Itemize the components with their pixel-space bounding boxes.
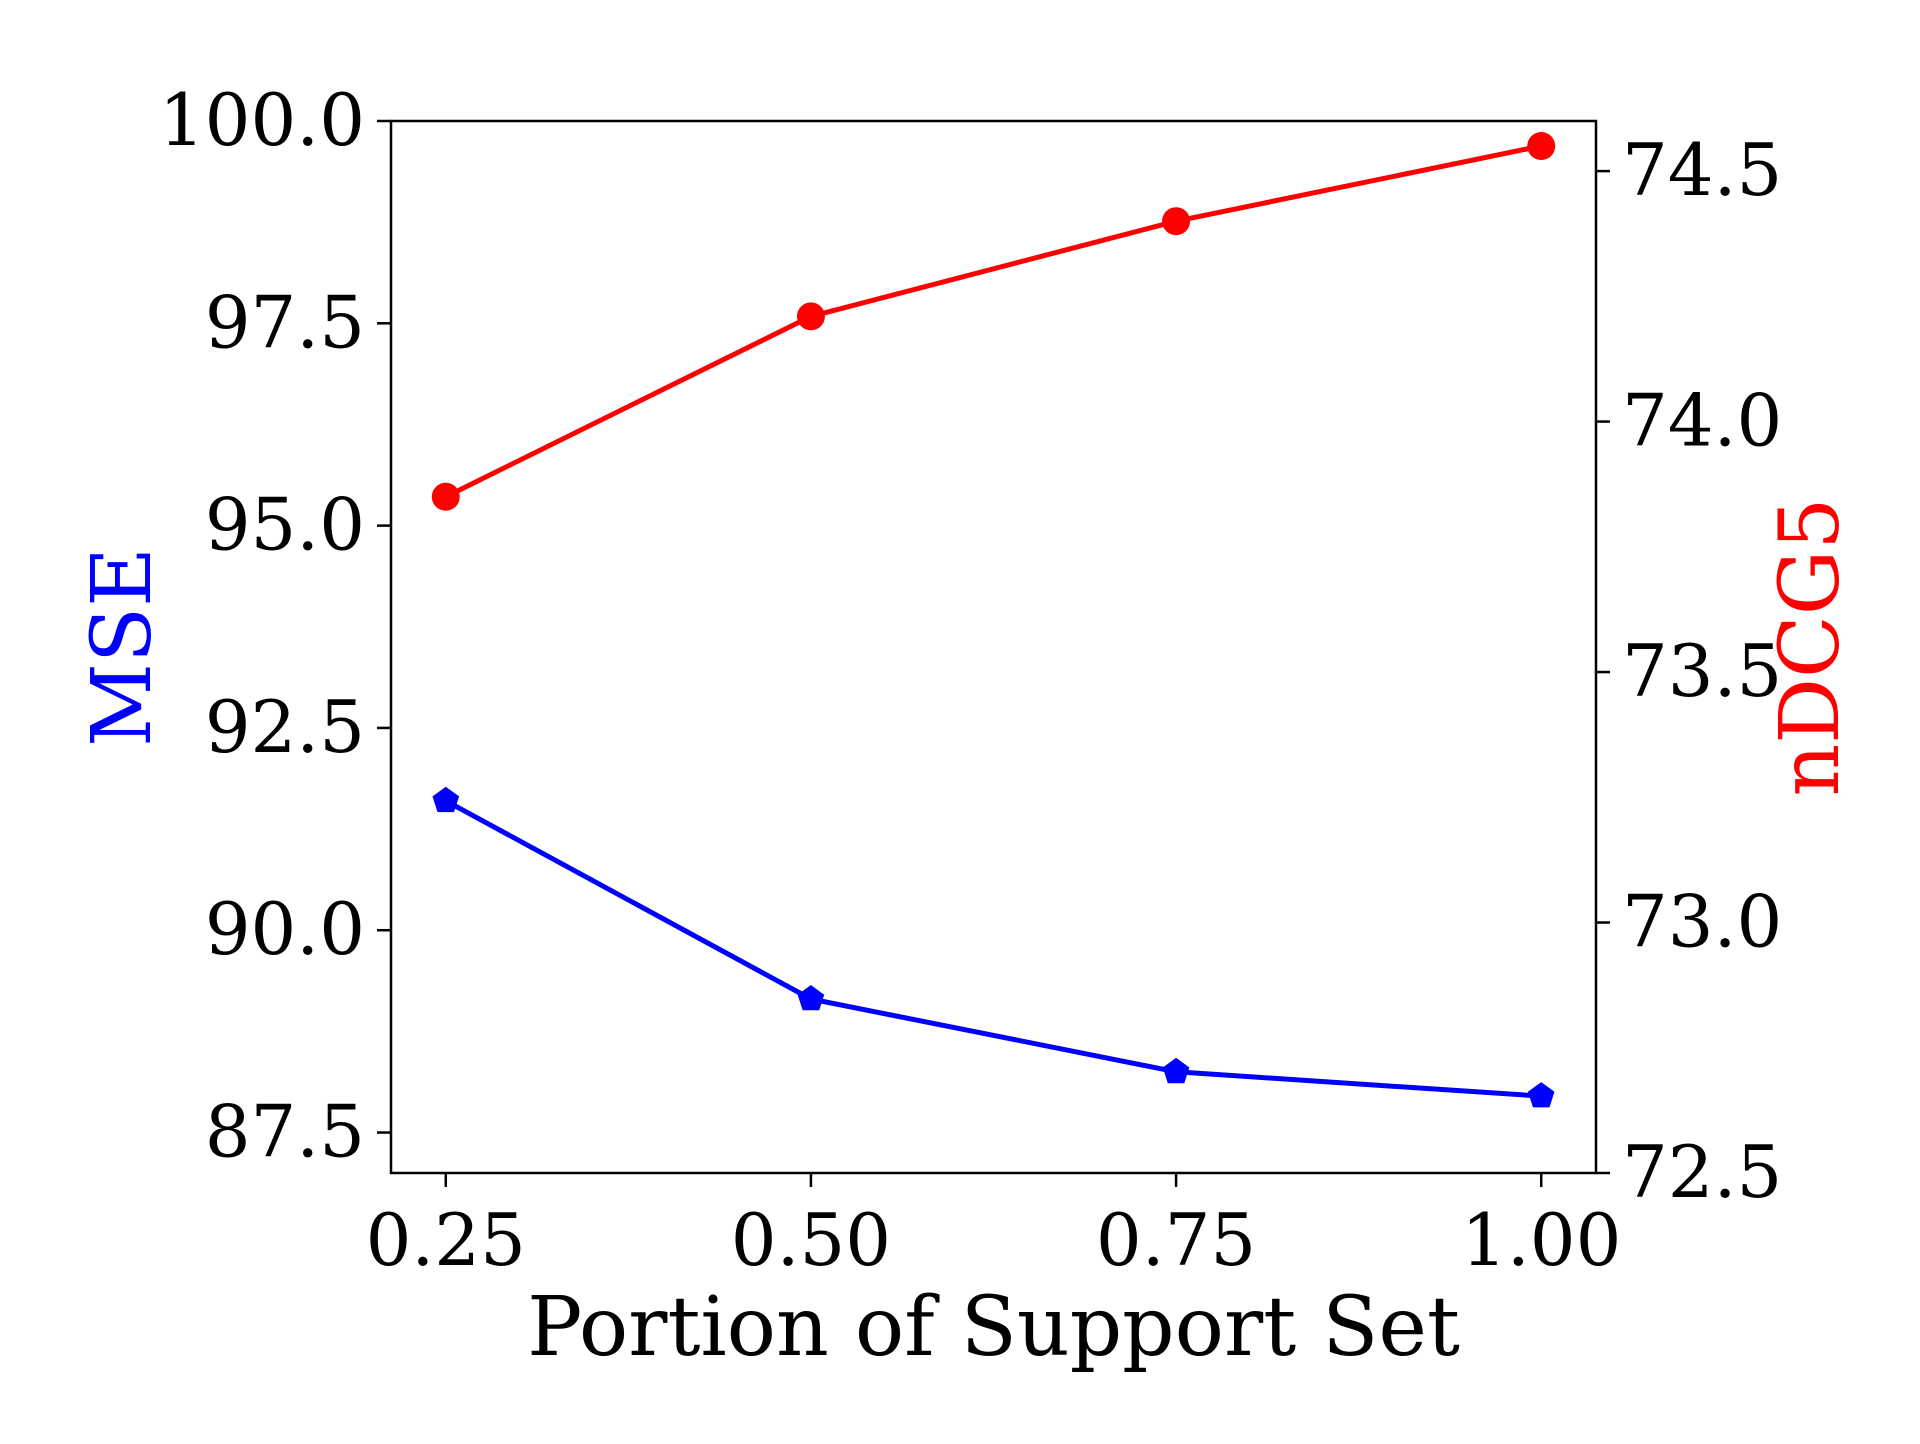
plot-frame	[389, 119, 1598, 1175]
ndcg5-data-point	[796, 302, 825, 331]
left-y-tick-label: 97.5	[205, 280, 365, 364]
mse-data-point	[432, 786, 460, 813]
x-tick-label: 0.50	[731, 1198, 891, 1282]
x-tick-label: 0.75	[1096, 1198, 1256, 1282]
ndcg5-data-point	[1162, 207, 1191, 236]
left-y-tick-label: 90.0	[205, 887, 365, 971]
right-y-axis-label: nDCG5	[1763, 498, 1858, 797]
mse-data-point	[1527, 1082, 1555, 1108]
ndcg5-data-point	[431, 482, 460, 511]
left-y-axis-label: MSE	[75, 547, 170, 747]
right-y-tick-label: 72.5	[1622, 1130, 1782, 1214]
left-y-tick-label: 100.0	[159, 78, 365, 162]
left-y-tick-label: 87.5	[205, 1090, 365, 1174]
x-tick-label: 1.00	[1461, 1198, 1621, 1282]
right-y-tick-label: 73.0	[1622, 880, 1782, 964]
x-axis-label: Portion of Support Set	[527, 1280, 1460, 1375]
x-tick-label: 0.25	[366, 1198, 526, 1282]
left-y-tick-label: 92.5	[205, 685, 365, 769]
axes-group: 0.25 0.50 0.75 1.00 87.5 90.0 92.5 95.0 97.5 100.…	[159, 78, 1782, 1282]
mse-series-line	[444, 798, 1542, 1099]
left-y-tick-label: 95.0	[205, 483, 365, 567]
ndcg5-series-line	[444, 143, 1542, 499]
right-y-tick-label: 74.0	[1622, 379, 1782, 463]
right-y-tick-label: 73.5	[1622, 629, 1782, 713]
mse-data-point	[1162, 1057, 1190, 1084]
series-group	[431, 132, 1556, 1108]
labels-group: Portion of Support Set MSE nDCG5	[75, 498, 1858, 1375]
right-y-tick-label: 74.5	[1622, 128, 1782, 212]
ndcg5-data-point	[1527, 132, 1556, 161]
mse-data-point	[797, 985, 825, 1011]
